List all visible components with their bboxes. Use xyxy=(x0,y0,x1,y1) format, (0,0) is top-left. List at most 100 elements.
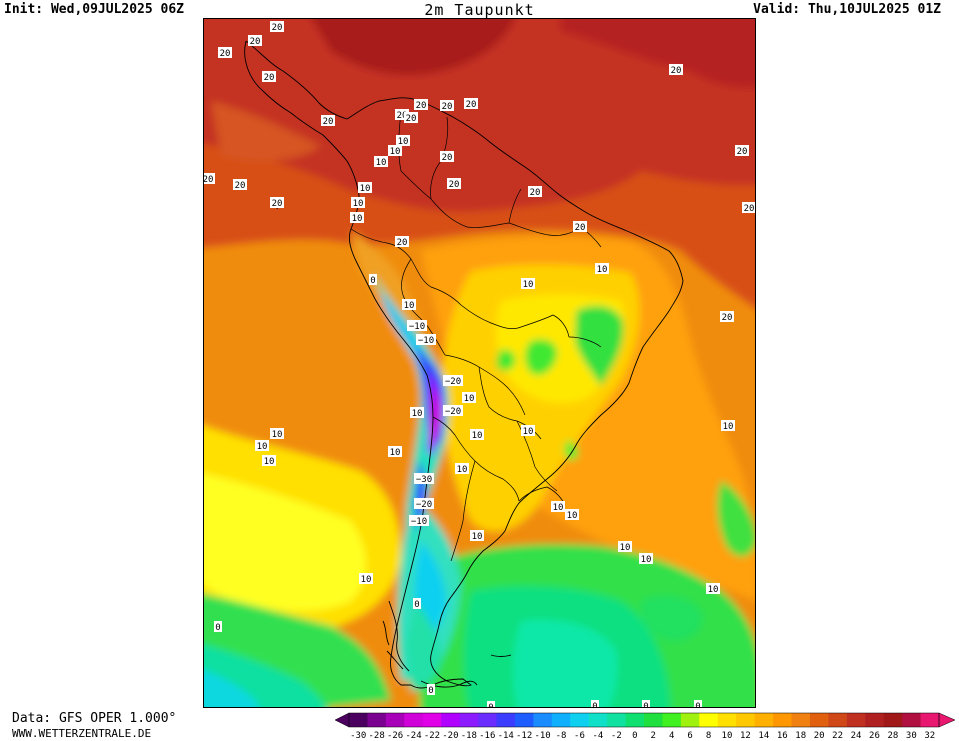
legend-tick-label: -2 xyxy=(611,731,622,741)
contour-label-bg xyxy=(262,71,276,82)
contour-label: 10 xyxy=(523,280,534,290)
legend-tick-label: 4 xyxy=(669,731,674,741)
legend-tick-label: -28 xyxy=(369,731,385,741)
contour-label: 10 xyxy=(361,575,372,585)
contour-label-bg xyxy=(721,420,735,431)
contour-label-bg xyxy=(440,100,454,111)
legend-tick-label: 6 xyxy=(687,731,692,741)
contour-label-bg xyxy=(735,145,749,156)
contour-label-bg xyxy=(388,145,402,156)
contour-label: 10 xyxy=(597,265,608,275)
legend-swatch xyxy=(570,713,590,727)
contour-label: 10 xyxy=(390,147,401,157)
contour-label-bg xyxy=(414,498,434,509)
contour-label: 20 xyxy=(235,181,246,191)
contour-label: 20 xyxy=(442,102,453,112)
contour-label: 10 xyxy=(567,511,578,521)
contour-label: 10 xyxy=(723,422,734,432)
contour-label-bg xyxy=(669,64,683,75)
data-source: Data: GFS OPER 1.000° xyxy=(12,711,177,726)
contour-label: 10 xyxy=(390,448,401,458)
contour-label: 10 xyxy=(376,158,387,168)
legend-tick-label: -24 xyxy=(405,731,421,741)
contour-label-bg xyxy=(413,598,421,609)
contour-label: 10 xyxy=(352,214,363,224)
legend-swatch xyxy=(607,713,627,727)
legend-swatch xyxy=(920,713,940,727)
contour-label-bg xyxy=(410,407,424,418)
legend-swatch xyxy=(865,713,885,727)
contour-label: −20 xyxy=(445,407,461,417)
legend-tick-label: -26 xyxy=(387,731,403,741)
contour-label: 0 xyxy=(428,686,433,696)
contour-label: 10 xyxy=(472,431,483,441)
contour-label-bg xyxy=(706,583,720,594)
contour-label-bg xyxy=(470,429,484,440)
contour-label: 10 xyxy=(708,585,719,595)
contour-label: 10 xyxy=(457,465,468,475)
contour-label-bg xyxy=(565,509,579,520)
contour-label: 10 xyxy=(360,184,371,194)
contour-label-bg xyxy=(395,109,409,120)
map-title: 2m Taupunkt xyxy=(424,1,535,19)
contour-label-bg xyxy=(573,221,587,232)
legend-swatch xyxy=(828,713,848,727)
contour-label: 0 xyxy=(643,702,648,708)
contour-label-bg xyxy=(464,98,478,109)
contour-label-bg xyxy=(395,236,409,247)
contour-label: 20 xyxy=(722,313,733,323)
contour-label-bg xyxy=(443,405,463,416)
legend-swatch xyxy=(717,713,737,727)
contour-label: 10 xyxy=(412,409,423,419)
legend-tick-label: 2 xyxy=(651,731,656,741)
contour-label-bg xyxy=(521,425,535,436)
legend-tick-label: -8 xyxy=(556,731,567,741)
contour-label: 10 xyxy=(472,532,483,542)
contour-label: 20 xyxy=(671,66,682,76)
contour-label-bg xyxy=(233,179,247,190)
contour-label-bg xyxy=(416,334,436,345)
contour-labels: 2020202020202020202020101020201020202010… xyxy=(204,21,755,708)
dewpoint-map: 2020202020202020202020101020201020202010… xyxy=(203,18,756,708)
valid-time: Valid: Thu,10JUL2025 01Z xyxy=(753,2,941,17)
contour-label-bg xyxy=(414,473,434,484)
contour-label-bg xyxy=(248,35,262,46)
legend-tick-label: 20 xyxy=(814,731,825,741)
website: WWW.WETTERZENTRALE.DE xyxy=(12,727,152,740)
contour-label: 10 xyxy=(641,555,652,565)
contour-label: 10 xyxy=(398,137,409,147)
contour-label: 20 xyxy=(406,114,417,124)
contour-label: −30 xyxy=(416,475,432,485)
contour-label: −10 xyxy=(409,322,425,332)
legend-tick-label: -4 xyxy=(592,731,603,741)
init-time: Init: Wed,09JUL2025 06Z xyxy=(4,2,185,17)
contour-label: 10 xyxy=(353,199,364,209)
legend-swatch xyxy=(883,713,903,727)
map-canvas: 2020202020202020202020101020201020202010… xyxy=(204,19,755,708)
legend-tick-label: 30 xyxy=(906,731,917,741)
legend-tick-label: -6 xyxy=(574,731,585,741)
contour-label-bg xyxy=(270,428,284,439)
contour-label: 20 xyxy=(575,223,586,233)
contour-label-bg xyxy=(528,186,542,197)
contour-label: 10 xyxy=(264,457,275,467)
contour-label-bg xyxy=(350,212,364,223)
contour-label-bg xyxy=(351,197,365,208)
legend-swatch xyxy=(625,713,645,727)
contour-label-bg xyxy=(427,684,435,695)
contour-label: 20 xyxy=(397,111,408,121)
contour-label-bg xyxy=(455,463,469,474)
contour-label-bg xyxy=(618,541,632,552)
legend-frame xyxy=(348,712,940,728)
legend-tick-label: 16 xyxy=(777,731,788,741)
legend-arrow-high xyxy=(938,712,956,728)
contour-label: 20 xyxy=(397,238,408,248)
legend-swatch xyxy=(441,713,461,727)
contour-label: 0 xyxy=(370,276,375,286)
contour-label-bg xyxy=(447,178,461,189)
contour-label-bg xyxy=(270,197,284,208)
contour-label-bg xyxy=(462,392,476,403)
contour-label-bg xyxy=(642,700,650,707)
legend-arrow-low xyxy=(335,712,350,728)
contour-label-bg xyxy=(402,299,416,310)
